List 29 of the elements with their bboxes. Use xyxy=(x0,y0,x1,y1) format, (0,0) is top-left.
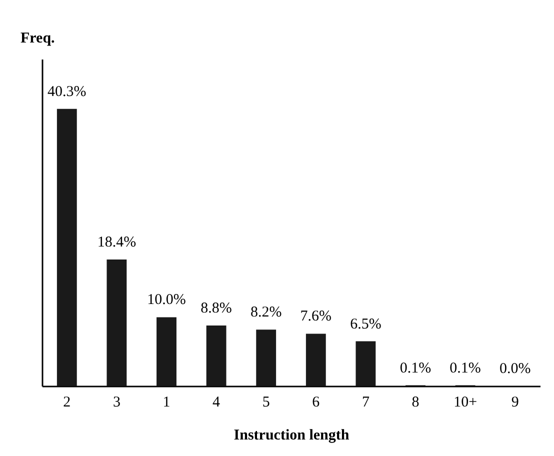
x-tick-label: 3 xyxy=(112,394,120,410)
x-tick-label: 10+ xyxy=(454,394,478,410)
bar xyxy=(306,334,326,386)
data-label: 8.2% xyxy=(250,304,282,321)
bar xyxy=(106,259,127,386)
data-label: 0.0% xyxy=(499,361,531,377)
bar xyxy=(256,330,276,386)
bar xyxy=(206,325,226,386)
data-label: 40.3% xyxy=(48,84,86,100)
data-label: 6.5% xyxy=(350,316,382,332)
data-label: 8.8% xyxy=(200,300,232,316)
bar xyxy=(156,317,176,386)
data-label: 10.0% xyxy=(147,292,186,308)
data-label: 18.4% xyxy=(97,234,136,250)
x-tick-label: 7 xyxy=(362,394,370,410)
x-tick-label: 8 xyxy=(412,394,420,410)
bar xyxy=(356,341,376,386)
x-tick-label: 5 xyxy=(262,394,270,410)
x-tick-label: 9 xyxy=(511,394,519,410)
x-axis-title: Instruction length xyxy=(234,428,350,444)
y-axis-title: Freq. xyxy=(20,30,56,46)
x-tick-label: 6 xyxy=(312,394,320,410)
bar xyxy=(56,108,77,386)
data-label: 0.1% xyxy=(450,360,481,376)
data-label: 0.1% xyxy=(400,360,432,376)
x-tick-label: 1 xyxy=(162,394,170,410)
x-tick-label: 2 xyxy=(63,394,71,410)
data-label: 7.6% xyxy=(300,308,332,325)
x-tick-label: 4 xyxy=(212,394,221,410)
